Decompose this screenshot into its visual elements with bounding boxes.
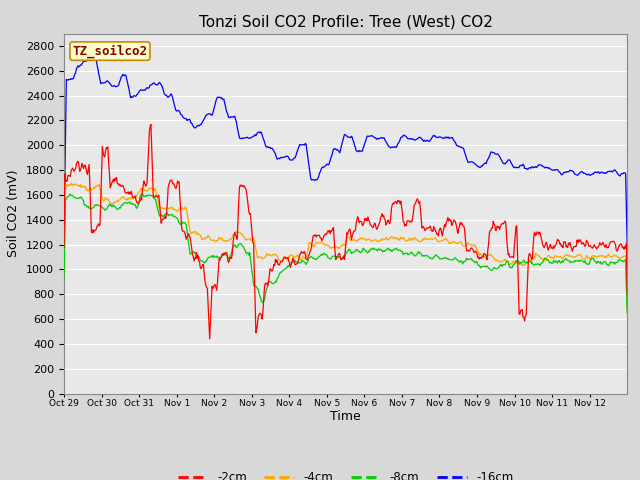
Text: TZ_soilco2: TZ_soilco2 — [72, 44, 147, 58]
Y-axis label: Soil CO2 (mV): Soil CO2 (mV) — [8, 170, 20, 257]
X-axis label: Time: Time — [330, 409, 361, 422]
Legend: -2cm, -4cm, -8cm, -16cm: -2cm, -4cm, -8cm, -16cm — [173, 466, 518, 480]
Title: Tonzi Soil CO2 Profile: Tree (West) CO2: Tonzi Soil CO2 Profile: Tree (West) CO2 — [198, 15, 493, 30]
